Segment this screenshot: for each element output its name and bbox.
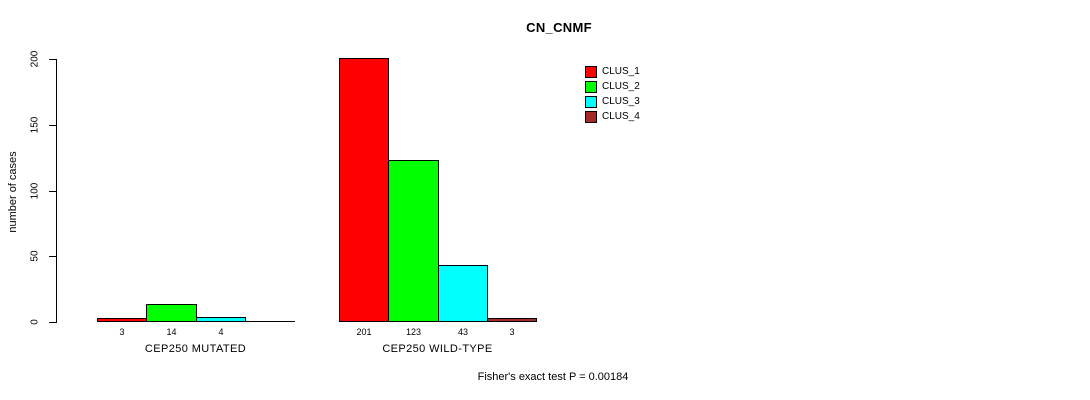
bar-count-label: 4 [218, 327, 224, 337]
legend-label: CLUS_2 [602, 81, 640, 92]
legend-label: CLUS_1 [602, 66, 640, 77]
bar-clus_3 [196, 317, 246, 322]
x-axis-group-label: CEP250 WILD-TYPE [382, 343, 493, 355]
legend-item-clus_2: CLUS_2 [585, 79, 640, 94]
bar-count-label: 201 [356, 327, 372, 337]
y-tick-label: 150 [29, 116, 41, 134]
y-tick-label: 0 [29, 319, 41, 325]
legend-swatch-icon [585, 110, 597, 123]
y-tick [49, 256, 56, 257]
chart-title: CN_CNMF [526, 20, 592, 35]
legend-swatch-icon [585, 80, 597, 93]
bar-count-label: 3 [509, 327, 515, 337]
legend-item-clus_1: CLUS_1 [585, 64, 640, 79]
y-tick [49, 322, 56, 323]
x-axis-group-label: CEP250 MUTATED [144, 343, 247, 355]
y-axis-label: number of cases [7, 151, 19, 233]
bar-clus_3 [438, 265, 488, 322]
y-tick-label: 50 [29, 250, 41, 262]
y-tick [49, 191, 56, 192]
legend-item-clus_4: CLUS_4 [585, 109, 640, 124]
y-tick [49, 125, 56, 126]
y-tick-label: 100 [29, 182, 41, 200]
legend-label: CLUS_4 [602, 111, 640, 122]
legend-swatch-icon [585, 65, 597, 78]
bar-clus_2 [388, 160, 439, 322]
y-axis-line [56, 59, 57, 323]
y-tick-label: 200 [29, 50, 41, 68]
fisher-test-annotation: Fisher's exact test P = 0.00184 [477, 371, 629, 383]
legend: CLUS_1 CLUS_2 CLUS_3 CLUS_4 [585, 64, 640, 124]
legend-label: CLUS_3 [602, 96, 640, 107]
legend-swatch-icon [585, 95, 597, 108]
bar-clus_4 [245, 321, 295, 322]
bar-count-label: 3 [119, 327, 125, 337]
bar-clus_1 [339, 58, 389, 322]
bar-count-label: 14 [166, 327, 177, 337]
legend-item-clus_3: CLUS_3 [585, 94, 640, 109]
bar-clus_2 [146, 304, 197, 322]
bar-count-label: 43 [457, 327, 468, 337]
bar-clus_1 [97, 318, 147, 322]
y-tick [49, 59, 56, 60]
bar-count-label: 123 [405, 327, 422, 337]
bar-clus_4 [487, 318, 537, 322]
